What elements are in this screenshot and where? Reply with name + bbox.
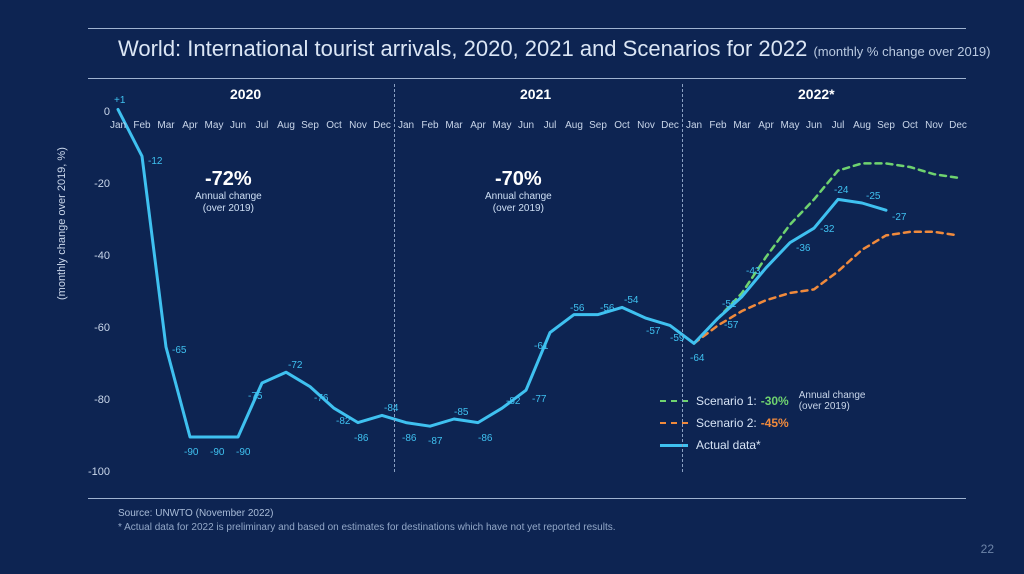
month-label: Dec [660, 120, 680, 131]
legend-actual: Actual data* [660, 434, 865, 456]
legend-s2-swatch [660, 422, 688, 424]
month-label: Feb [132, 120, 152, 131]
month-label: Sep [876, 120, 896, 131]
month-label: Feb [420, 120, 440, 131]
month-label: Jun [516, 120, 536, 131]
legend-note: Annual change (over 2019) [799, 390, 866, 412]
data-point-label: -57 [646, 326, 660, 337]
month-label: Jan [684, 120, 704, 131]
month-label: Jul [828, 120, 848, 131]
data-point-label: -25 [866, 191, 880, 202]
data-point-label: -86 [402, 433, 416, 444]
month-label: May [492, 120, 512, 131]
month-label: Mar [156, 120, 176, 131]
data-point-label: -86 [478, 433, 492, 444]
month-label: Sep [588, 120, 608, 131]
month-label: Jul [540, 120, 560, 131]
data-point-label: -36 [796, 243, 810, 254]
month-label: Aug [276, 120, 296, 131]
legend-scenario1: Scenario 1: -30% Annual change (over 201… [660, 390, 865, 412]
y-tick-label: -80 [80, 394, 110, 406]
month-label: Aug [852, 120, 872, 131]
month-label: Jan [108, 120, 128, 131]
legend-s1-label: Scenario 1: [696, 394, 757, 408]
data-point-label: -56 [600, 303, 614, 314]
data-point-label: -85 [454, 407, 468, 418]
legend-s2-label: Scenario 2: [696, 416, 757, 430]
month-label: Oct [900, 120, 920, 131]
legend-actual-swatch [660, 444, 688, 447]
legend: Scenario 1: -30% Annual change (over 201… [660, 390, 865, 456]
data-point-label: -56 [570, 303, 584, 314]
data-point-label: -82 [506, 396, 520, 407]
data-point-label: -12 [148, 156, 162, 167]
page-number: 22 [981, 542, 994, 556]
data-point-label: -24 [834, 185, 848, 196]
year-separator [682, 84, 683, 472]
slide: World: International tourist arrivals, 2… [0, 0, 1024, 574]
data-point-label: -86 [354, 433, 368, 444]
month-label: Apr [180, 120, 200, 131]
data-point-label: +1 [114, 95, 125, 106]
y-tick-label: -60 [80, 322, 110, 334]
data-point-label: -75 [248, 391, 262, 402]
legend-s2-val: -45% [761, 416, 789, 430]
month-label: Apr [468, 120, 488, 131]
month-label: Nov [924, 120, 944, 131]
month-label: Oct [324, 120, 344, 131]
month-label: May [204, 120, 224, 131]
legend-s1-swatch [660, 400, 688, 402]
month-label: Oct [612, 120, 632, 131]
month-label: Nov [636, 120, 656, 131]
month-label: Jun [228, 120, 248, 131]
data-point-label: -76 [314, 393, 328, 404]
data-point-label: -64 [690, 353, 704, 364]
data-point-label: -84 [384, 403, 398, 414]
month-label: Jan [396, 120, 416, 131]
data-point-label: -59 [670, 333, 684, 344]
month-label: Dec [372, 120, 392, 131]
legend-actual-label: Actual data* [696, 438, 761, 452]
y-tick-label: -20 [80, 178, 110, 190]
data-point-label: -90 [236, 447, 250, 458]
month-label: Dec [948, 120, 968, 131]
legend-note-l1: Annual change [799, 390, 866, 401]
data-point-label: -82 [336, 416, 350, 427]
data-point-label: -90 [210, 447, 224, 458]
month-label: Mar [732, 120, 752, 131]
data-point-label: -43 [746, 266, 760, 277]
month-label: Aug [564, 120, 584, 131]
data-point-label: -51 [722, 299, 736, 310]
data-point-label: -27 [892, 212, 906, 223]
y-tick-label: -100 [80, 466, 110, 478]
legend-note-l2: (over 2019) [799, 401, 866, 412]
month-label: Mar [444, 120, 464, 131]
data-point-label: -57 [724, 320, 738, 331]
data-point-label: -72 [288, 360, 302, 371]
data-point-label: -61 [534, 341, 548, 352]
footnote-text: * Actual data for 2022 is preliminary an… [118, 522, 616, 533]
month-label: Feb [708, 120, 728, 131]
chart-canvas [0, 0, 1024, 574]
month-label: Jun [804, 120, 824, 131]
legend-scenario2: Scenario 2: -45% [660, 412, 865, 434]
legend-s1-val: -30% [761, 394, 789, 408]
data-point-label: -87 [428, 436, 442, 447]
month-label: May [780, 120, 800, 131]
source-text: Source: UNWTO (November 2022) [118, 508, 273, 519]
month-label: Apr [756, 120, 776, 131]
y-tick-label: -40 [80, 250, 110, 262]
data-point-label: -90 [184, 447, 198, 458]
rule-bottom [88, 498, 966, 499]
month-label: Jul [252, 120, 272, 131]
y-tick-label: 0 [80, 106, 110, 118]
data-point-label: -77 [532, 394, 546, 405]
month-label: Nov [348, 120, 368, 131]
data-point-label: -65 [172, 345, 186, 356]
month-label: Sep [300, 120, 320, 131]
data-point-label: -32 [820, 224, 834, 235]
data-point-label: -54 [624, 295, 638, 306]
